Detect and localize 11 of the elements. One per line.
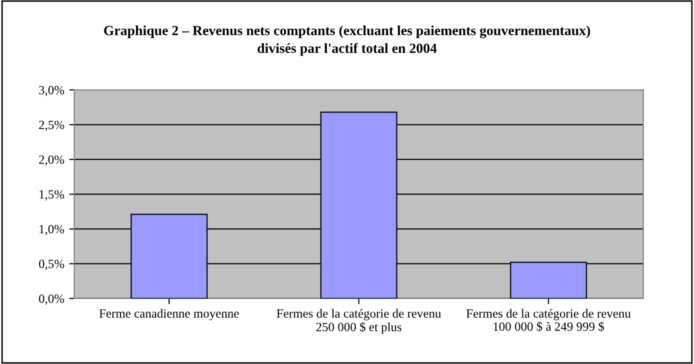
y-tick-label: 1,5% <box>40 190 64 200</box>
y-tick-label: 0,5% <box>38 260 64 270</box>
y-tick-label: 2,0% <box>39 155 64 166</box>
y-tick-label: 0,0% <box>38 294 64 305</box>
x-tick-label: Ferme canadienne moyenne <box>99 308 239 320</box>
y-tick-label: 2,5% <box>39 120 64 131</box>
x-tick-label: Fermes de la catégorie de revenu 100 000 $ à 249 999 $ <box>466 308 631 332</box>
y-tick-label: 3,0% <box>39 86 64 96</box>
x-tick-label: Fermes de la catégorie de revenu 250 000 $ et plus <box>276 308 442 334</box>
y-tick-label: 1,0% <box>40 224 64 236</box>
chart-title: Graphique 2 – Revenus nets comptants (excluant les paiements gouvernementaux) divisés par l'actif total en 2004 <box>104 25 590 56</box>
